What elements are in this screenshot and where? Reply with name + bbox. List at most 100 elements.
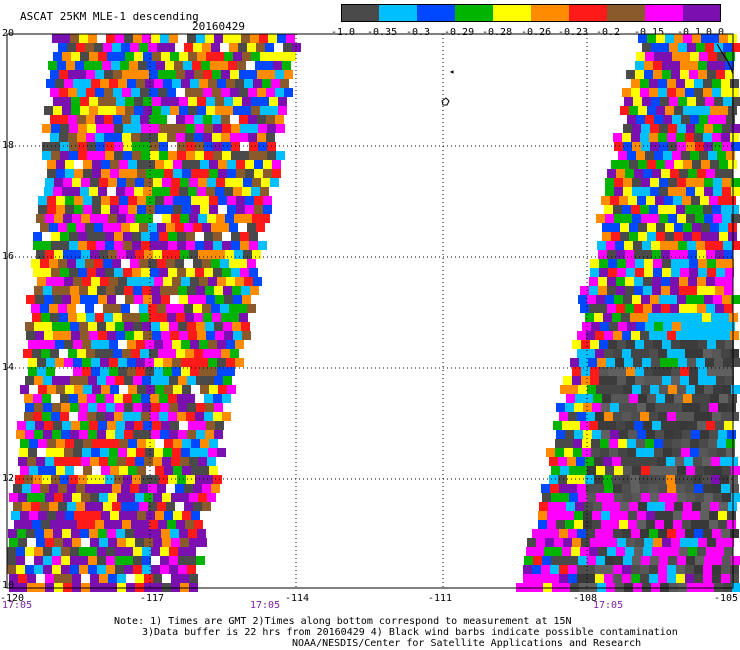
- wind-cell: [245, 205, 254, 214]
- wind-cell: [243, 214, 252, 223]
- wind-cell: [77, 70, 86, 79]
- wind-cell: [619, 520, 628, 529]
- wind-cell: [589, 277, 598, 286]
- wind-cell: [134, 106, 143, 115]
- wind-cell: [227, 169, 236, 178]
- wind-cell: [630, 457, 639, 466]
- wind-cell: [622, 88, 631, 97]
- wind-cell: [109, 448, 118, 457]
- wind-cell: [652, 304, 661, 313]
- wind-cell: [213, 142, 222, 151]
- wind-cell: [614, 142, 623, 151]
- wind-cell: [33, 412, 42, 421]
- wind-cell: [532, 529, 541, 538]
- wind-cell: [161, 97, 170, 106]
- wind-cell: [686, 556, 695, 565]
- wind-cell: [260, 97, 269, 106]
- wind-cell: [251, 106, 260, 115]
- wind-cell: [25, 430, 34, 439]
- wind-cell: [7, 547, 16, 556]
- wind-cell: [687, 241, 696, 250]
- wind-cell: [58, 484, 67, 493]
- wind-cell: [184, 484, 193, 493]
- wind-cell: [693, 457, 702, 466]
- wind-cell: [56, 160, 65, 169]
- wind-cell: [71, 106, 80, 115]
- wind-cell: [215, 421, 224, 430]
- wind-cell: [688, 421, 697, 430]
- wind-cell: [55, 358, 64, 367]
- wind-cell: [686, 178, 695, 187]
- wind-cell: [193, 223, 202, 232]
- wind-cell: [110, 169, 119, 178]
- wind-cell: [641, 556, 650, 565]
- wind-cell: [715, 169, 724, 178]
- wind-cell: [53, 97, 62, 106]
- wind-cell: [658, 484, 667, 493]
- wind-cell: [96, 241, 105, 250]
- wind-cell: [631, 574, 640, 583]
- wind-cell: [78, 142, 87, 151]
- wind-cell: [660, 241, 669, 250]
- wind-cell: [173, 511, 182, 520]
- wind-cell: [269, 52, 278, 61]
- wind-cell: [233, 52, 242, 61]
- wind-cell: [176, 133, 185, 142]
- wind-cell: [180, 457, 189, 466]
- wind-cell: [239, 133, 248, 142]
- lon-label-108: -108: [573, 593, 598, 604]
- wind-cell: [163, 358, 172, 367]
- wind-cell: [676, 529, 685, 538]
- wind-cell: [80, 52, 89, 61]
- wind-cell: [148, 223, 157, 232]
- wind-cell: [71, 97, 80, 106]
- wind-cell: [284, 88, 293, 97]
- wind-cell: [641, 466, 650, 475]
- wind-cell: [255, 61, 264, 70]
- wind-cell: [594, 457, 603, 466]
- wind-cell: [707, 70, 716, 79]
- wind-cell: [283, 43, 292, 52]
- wind-cell: [104, 88, 113, 97]
- wind-cell: [608, 376, 617, 385]
- wind-cell: [128, 385, 137, 394]
- wind-cell: [67, 259, 76, 268]
- wind-cell: [212, 133, 221, 142]
- wind-cell: [103, 484, 112, 493]
- wind-cell: [158, 88, 167, 97]
- wind-cell: [199, 448, 208, 457]
- wind-cell: [701, 502, 710, 511]
- wind-cell: [158, 133, 167, 142]
- wind-cell: [194, 70, 203, 79]
- wind-cell: [87, 151, 96, 160]
- wind-cell: [182, 385, 191, 394]
- wind-cell: [197, 106, 206, 115]
- wind-cell: [591, 322, 600, 331]
- wind-cell: [197, 97, 206, 106]
- wind-cell: [640, 412, 649, 421]
- wind-cell: [200, 385, 209, 394]
- wind-cell: [44, 529, 53, 538]
- wind-cell: [50, 88, 59, 97]
- wind-cell: [160, 34, 169, 43]
- wind-cell: [679, 304, 688, 313]
- wind-cell: [697, 277, 706, 286]
- wind-cell: [89, 295, 98, 304]
- wind-cell: [144, 574, 153, 583]
- wind-cell: [254, 169, 263, 178]
- wind-cell: [690, 115, 699, 124]
- wind-cell: [720, 475, 729, 484]
- wind-cell: [698, 340, 707, 349]
- wind-cell: [730, 79, 739, 88]
- wind-cell: [179, 331, 188, 340]
- wind-cell: [87, 268, 96, 277]
- wind-cell: [275, 115, 284, 124]
- wind-cell: [603, 457, 612, 466]
- wind-cell: [703, 79, 712, 88]
- wind-cell: [275, 88, 284, 97]
- wind-cell: [574, 430, 583, 439]
- wind-cell: [185, 520, 194, 529]
- wind-cell: [111, 61, 120, 70]
- wind-cell: [605, 187, 614, 196]
- wind-cell: [633, 358, 642, 367]
